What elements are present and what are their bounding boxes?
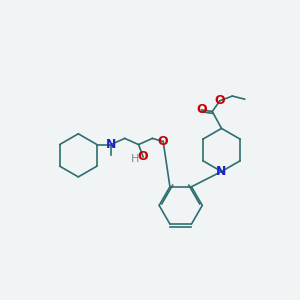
Text: N: N: [106, 138, 116, 151]
Text: O: O: [138, 150, 148, 164]
Text: N: N: [216, 165, 227, 178]
Text: O: O: [158, 135, 169, 148]
Text: O: O: [196, 103, 207, 116]
Text: O: O: [215, 94, 225, 107]
Text: H: H: [131, 154, 140, 164]
